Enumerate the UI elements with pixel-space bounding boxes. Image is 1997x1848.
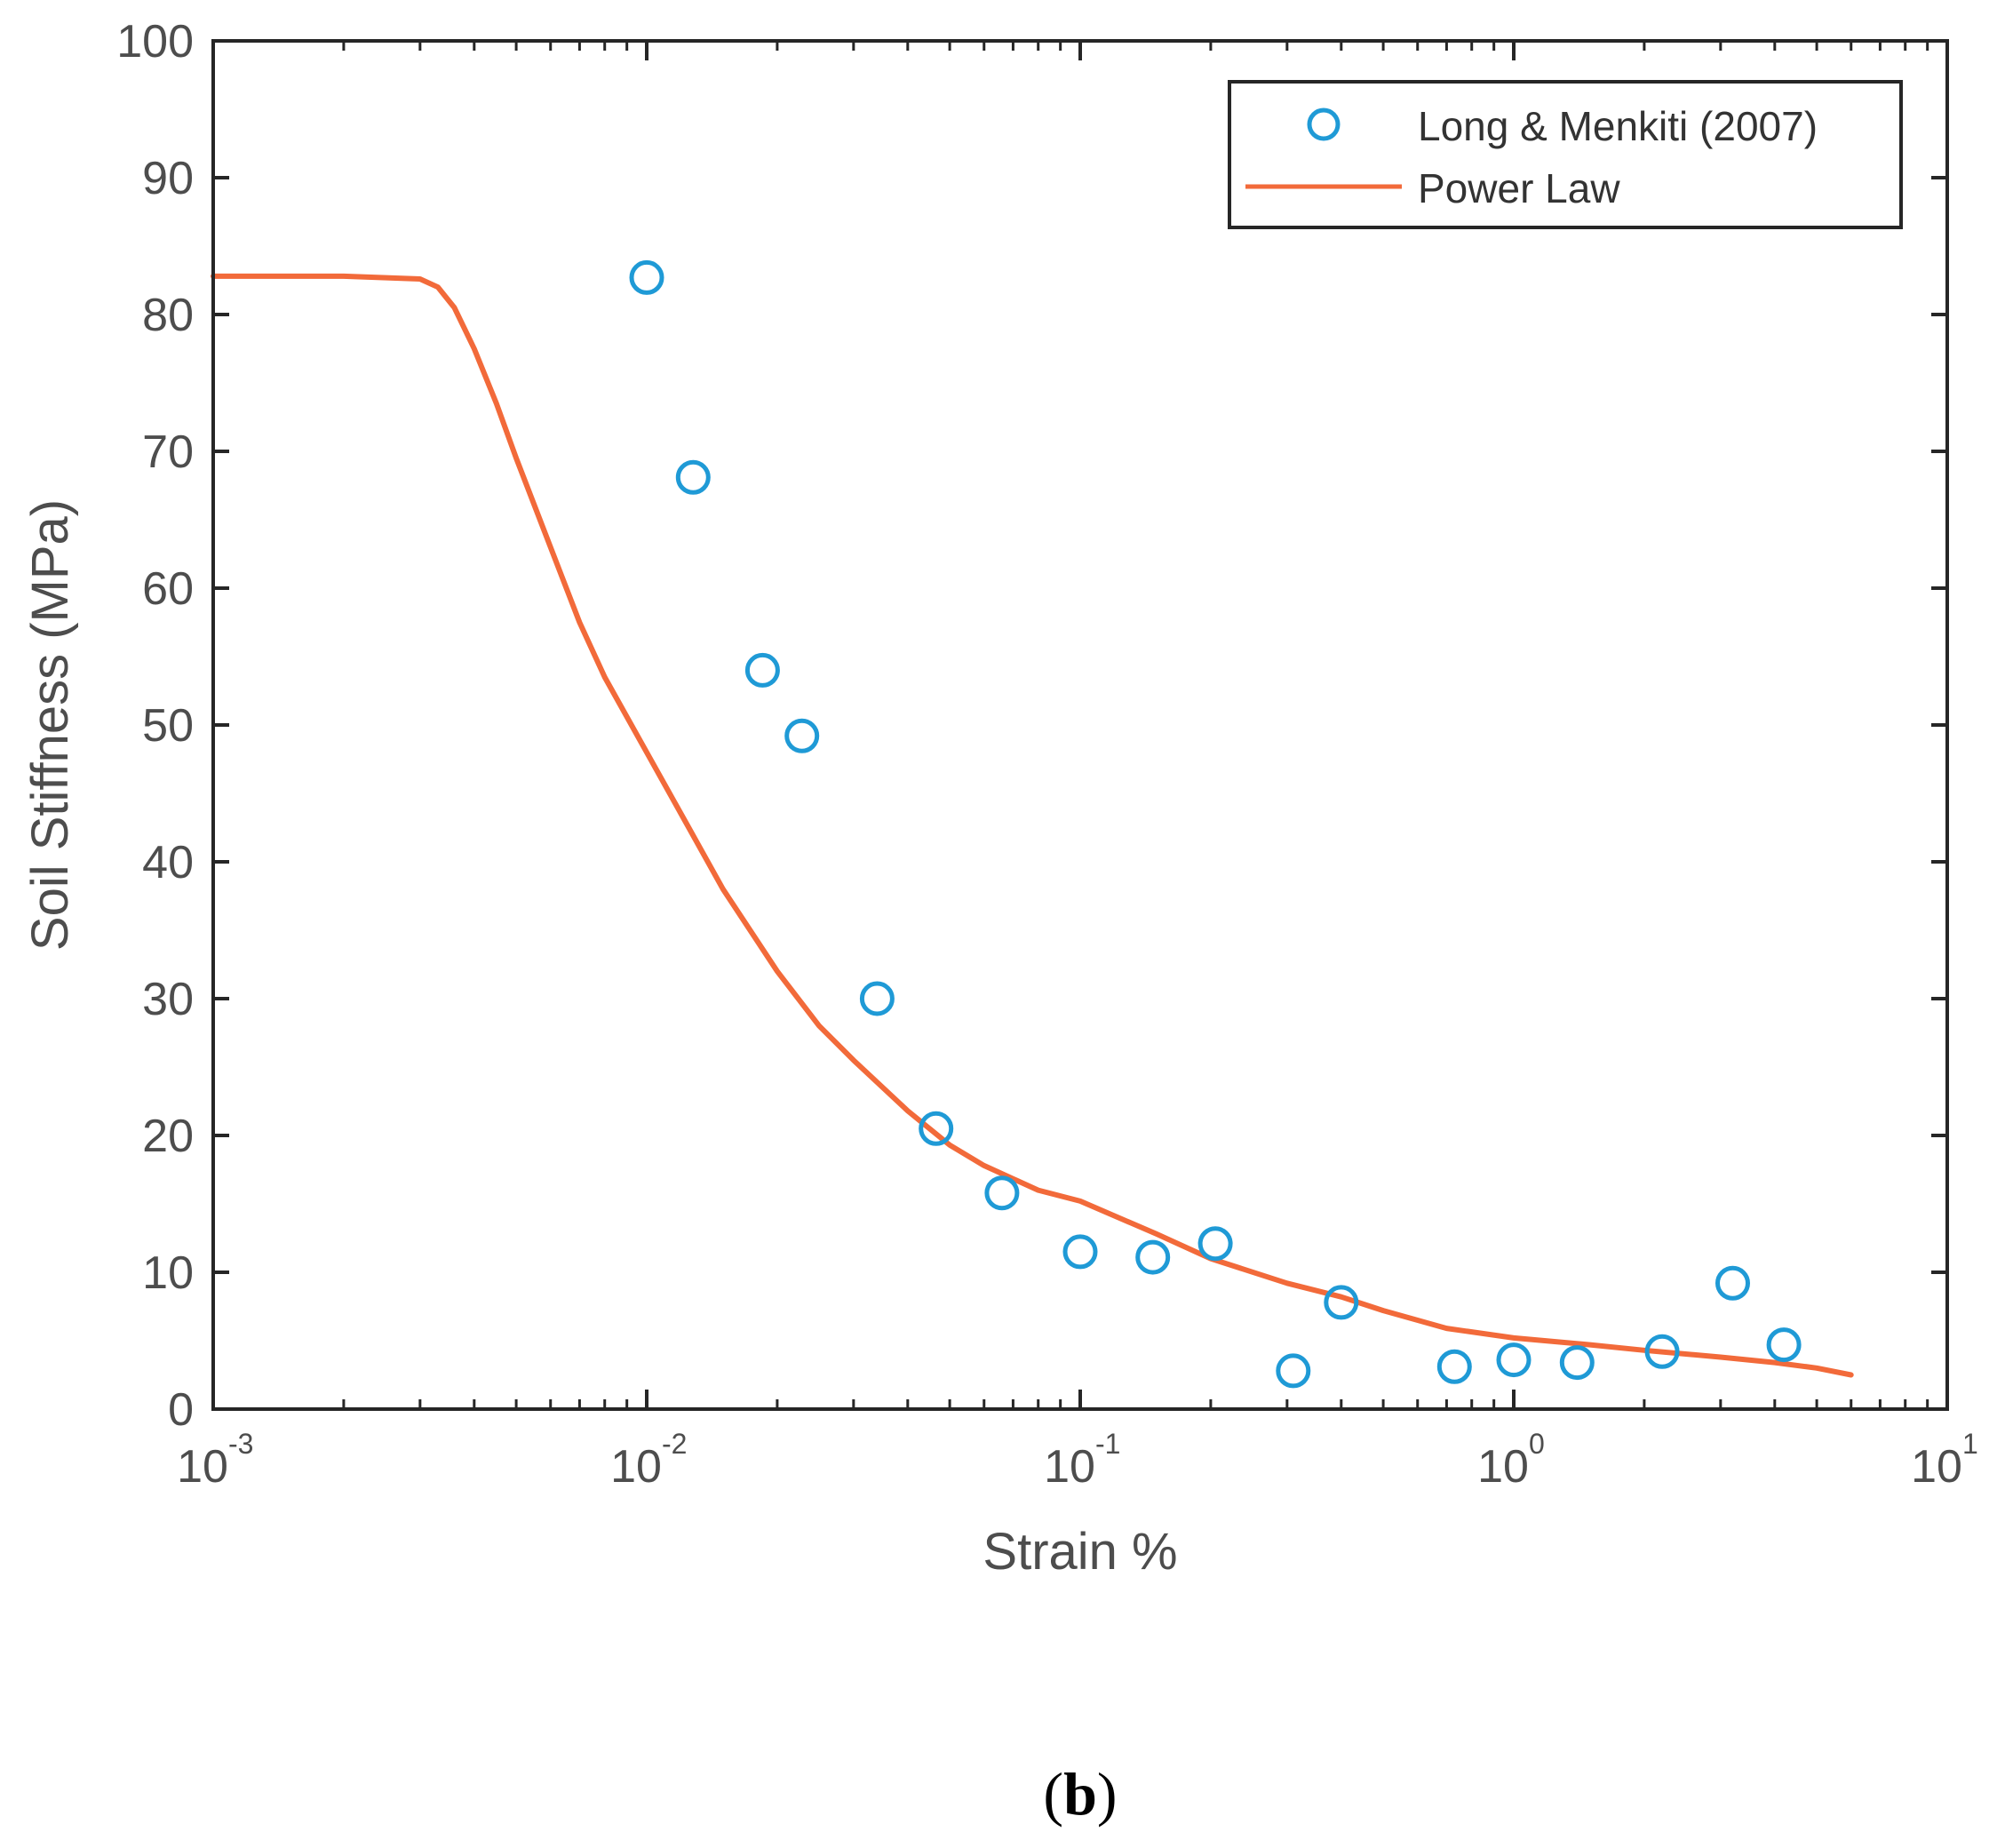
caption-close-paren: ) — [1097, 1760, 1118, 1828]
x-tick-label: 10 — [1477, 1441, 1529, 1493]
x-tick-exponent: -2 — [662, 1428, 687, 1460]
data-point — [984, 1175, 1020, 1211]
data-point — [1324, 1285, 1359, 1320]
y-tick-label: 10 — [142, 1247, 194, 1299]
y-axis-label: Soil Stiffness (MPa) — [21, 499, 79, 951]
data-point — [1062, 1234, 1098, 1270]
data-point — [1197, 1226, 1233, 1262]
x-tick-exponent: -3 — [228, 1428, 253, 1460]
x-axis-label: Strain % — [983, 1523, 1177, 1581]
data-point — [784, 718, 820, 753]
y-tick-label: 40 — [142, 837, 194, 888]
legend: Long & Menkiti (2007) Power Law — [1228, 80, 1903, 229]
data-point — [859, 981, 895, 1016]
plot-frame — [211, 39, 1949, 1411]
x-tick-label: 10 — [1911, 1441, 1962, 1493]
legend-marker-long-menkiti — [1307, 108, 1341, 141]
data-point — [744, 652, 780, 688]
figure-caption: (b) — [1043, 1760, 1117, 1828]
plot-area — [213, 41, 1947, 1409]
data-point — [1436, 1349, 1472, 1384]
x-tick-exponent: -1 — [1095, 1428, 1120, 1460]
data-point — [1644, 1334, 1680, 1369]
legend-box — [1228, 80, 1903, 229]
legend-label-power-law: Power Law — [1418, 165, 1620, 211]
data-point — [1135, 1239, 1171, 1275]
data-point — [1766, 1327, 1802, 1363]
data-point — [1496, 1342, 1532, 1378]
x-tick-label: 10 — [610, 1441, 662, 1493]
y-tick-label: 30 — [142, 974, 194, 1025]
legend-label-long-menkiti: Long & Menkiti (2007) — [1418, 103, 1818, 149]
y-tick-label: 80 — [142, 290, 194, 341]
data-point — [675, 459, 711, 495]
caption-open-paren: ( — [1043, 1760, 1063, 1828]
y-tick-label: 0 — [168, 1384, 194, 1436]
x-tick-exponent: 0 — [1529, 1428, 1545, 1460]
caption-letter: b — [1063, 1760, 1097, 1828]
power-law-line — [211, 273, 1854, 1378]
y-tick-label: 20 — [142, 1111, 194, 1162]
series-layer — [211, 259, 1854, 1389]
x-tick-label: 10 — [177, 1441, 228, 1493]
data-point — [1715, 1265, 1750, 1301]
y-tick-label: 70 — [142, 426, 194, 478]
x-tick-exponent: 1 — [1962, 1428, 1978, 1460]
data-point — [919, 1111, 954, 1146]
y-tick-label: 90 — [142, 153, 194, 204]
data-point — [629, 259, 664, 295]
y-tick-label: 100 — [116, 16, 194, 68]
data-point — [1559, 1345, 1595, 1381]
data-point — [1276, 1353, 1311, 1389]
y-tick-label: 50 — [142, 700, 194, 752]
x-tick-label: 10 — [1044, 1441, 1095, 1493]
y-tick-label: 60 — [142, 563, 194, 615]
